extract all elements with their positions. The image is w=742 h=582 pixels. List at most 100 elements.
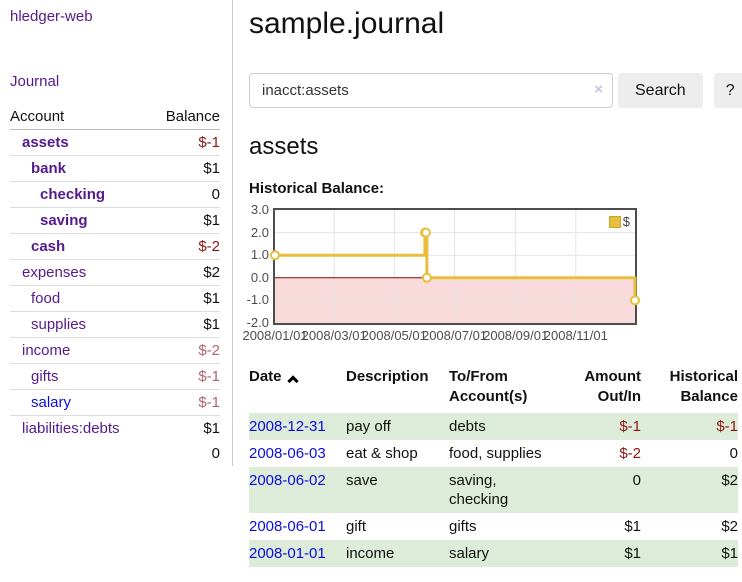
accounts-total-row: 0 bbox=[10, 441, 220, 466]
account-row-income: income $-2 bbox=[10, 337, 220, 364]
register-accounts-cell: gifts bbox=[449, 518, 477, 535]
account-row-expenses: expenses $2 bbox=[10, 259, 220, 286]
register-balance-cell: $1 bbox=[641, 540, 738, 567]
help-button[interactable]: ? bbox=[713, 73, 742, 108]
register-amount-cell: $1 bbox=[561, 540, 641, 567]
account-name-cell: bank bbox=[10, 155, 151, 182]
accounts-header-balance: Balance bbox=[150, 104, 220, 130]
sidebar-item-journal[interactable]: Journal bbox=[10, 73, 60, 90]
chart-x-axis-labels: 2008/01/01 2008/03/01 2008/05/01 2008/07/01… bbox=[242, 328, 637, 344]
register-header-amount: Amount Out/In bbox=[584, 368, 641, 405]
register-row: 2008-06-01 gift gifts $1 $2 bbox=[249, 513, 738, 540]
register-description-cell: income bbox=[346, 540, 449, 567]
transaction-date-link[interactable]: 2008-12-31 bbox=[249, 418, 326, 435]
search-button[interactable]: Search bbox=[618, 73, 703, 108]
chart-heading: Historical Balance: bbox=[249, 180, 385, 197]
account-row-checking: checking 0 bbox=[10, 181, 220, 208]
account-balance: $-1 bbox=[150, 363, 220, 390]
register-balance-cell: $2 bbox=[721, 518, 738, 535]
chart-plot-area: $ bbox=[270, 208, 640, 325]
account-link[interactable]: assets bbox=[22, 134, 69, 151]
x-tick-label: 2008/11/01 bbox=[543, 328, 608, 343]
y-tick-label: 2.0 bbox=[250, 224, 269, 240]
account-row-supplies: supplies $1 bbox=[10, 311, 220, 338]
account-balance: 0 bbox=[150, 181, 220, 208]
y-tick-label: 1.0 bbox=[250, 247, 269, 263]
brand-link[interactable]: hledger-web bbox=[10, 8, 93, 25]
account-link[interactable]: food bbox=[31, 290, 61, 307]
account-link[interactable]: gifts bbox=[31, 368, 59, 385]
account-balance: $1 bbox=[150, 311, 220, 338]
transaction-date-link[interactable]: 2008-06-01 bbox=[249, 518, 326, 535]
register-amount-cell: $-1 bbox=[561, 413, 641, 440]
y-tick-label: 3.0 bbox=[250, 202, 269, 217]
account-link[interactable]: supplies bbox=[31, 316, 87, 333]
search-form: × Search ? bbox=[249, 73, 742, 108]
register-header-tofrom: To/From Account(s) bbox=[449, 368, 528, 405]
x-tick-label: 2008/05/01 bbox=[361, 328, 427, 343]
chart-legend: $ bbox=[606, 213, 632, 230]
accounts-header-row: Account Balance bbox=[10, 104, 220, 130]
account-link[interactable]: cash bbox=[31, 238, 66, 255]
register-accounts-cell: salary bbox=[449, 540, 561, 567]
account-link[interactable]: income bbox=[22, 342, 71, 359]
sort-ascending-icon bbox=[286, 375, 299, 387]
transaction-date-link[interactable]: 2008-06-03 bbox=[249, 445, 326, 462]
register-row: 2008-12-31 pay off debts $-1 $-1 bbox=[249, 413, 738, 440]
register-description-cell: pay off bbox=[346, 413, 449, 440]
account-link[interactable]: saving bbox=[40, 212, 88, 229]
account-name-cell: cash bbox=[10, 233, 151, 260]
page-title: sample.journal bbox=[249, 7, 445, 40]
accounts-total-value: 0 bbox=[211, 445, 220, 462]
historical-balance-chart: 3.0 2.0 1.0 0.0 -1.0 -2.0 $ 2008/01/01 2008/03… bbox=[242, 202, 742, 344]
account-name-cell: supplies bbox=[10, 311, 151, 338]
register-accounts-cell: saving, checking bbox=[449, 467, 561, 513]
account-balance: $-2 bbox=[150, 337, 220, 364]
account-balance: $1 bbox=[150, 207, 220, 234]
account-link[interactable]: bank bbox=[31, 160, 67, 177]
register-date-cell: 2008-12-31 bbox=[249, 413, 346, 440]
transaction-date-link[interactable]: 2008-01-01 bbox=[249, 545, 326, 562]
clear-search-icon[interactable]: × bbox=[594, 81, 603, 98]
register-date-cell: 2008-06-02 bbox=[249, 467, 346, 513]
register-header-row: Date Description To/From Account(s) Amou… bbox=[249, 365, 738, 413]
register-date-cell: 2008-06-03 bbox=[249, 440, 346, 467]
register-amount-cell: $-2 bbox=[619, 445, 641, 462]
sidebar: hledger-web Journal Account Balance asse… bbox=[0, 0, 233, 466]
account-name-cell: saving bbox=[10, 207, 151, 234]
accounts-header-account: Account bbox=[10, 104, 151, 130]
transaction-date-link[interactable]: 2008-06-02 bbox=[249, 472, 326, 489]
search-input-wrap: × bbox=[249, 73, 613, 108]
account-balance: $1 bbox=[150, 415, 220, 441]
account-balance: $1 bbox=[150, 155, 220, 182]
x-tick-label: 2008/01/01 bbox=[242, 328, 308, 343]
app-layout: hledger-web Journal Account Balance asse… bbox=[0, 0, 742, 567]
account-title: assets bbox=[249, 133, 319, 160]
register-balance-cell: $-1 bbox=[641, 413, 738, 440]
register-description-cell: save bbox=[346, 467, 449, 513]
register-date-cell: 2008-01-01 bbox=[249, 540, 346, 567]
x-tick-label: 2008/07/01 bbox=[421, 328, 488, 343]
main-content: sample.journal × Search ? assets Histori… bbox=[233, 0, 742, 567]
register-header-date[interactable]: Date bbox=[249, 365, 346, 413]
register-header-description: Description bbox=[346, 368, 429, 385]
chart-canvas bbox=[270, 210, 640, 323]
account-row-bank: bank $1 bbox=[10, 155, 220, 182]
register-row: 2008-06-02 save saving, checking 0 $2 bbox=[249, 467, 738, 513]
account-link[interactable]: expenses bbox=[22, 264, 87, 281]
account-balance: $-1 bbox=[198, 134, 220, 151]
accounts-total-spacer bbox=[10, 441, 150, 466]
account-row-salary: salary $-1 bbox=[10, 389, 220, 416]
register-description-cell: gift bbox=[346, 518, 367, 535]
account-link[interactable]: checking bbox=[40, 186, 106, 203]
register-amount-cell: 0 bbox=[561, 467, 641, 513]
account-link[interactable]: liabilities:debts bbox=[22, 420, 120, 437]
account-name-cell: income bbox=[10, 337, 151, 364]
y-tick-label: -2.0 bbox=[246, 315, 269, 330]
x-tick-label: 2008/09/01 bbox=[483, 328, 549, 343]
account-link[interactable]: salary bbox=[31, 394, 72, 411]
register-row: 2008-01-01 income salary $1 $1 bbox=[249, 540, 738, 567]
legend-series-label: $ bbox=[622, 214, 630, 229]
x-tick-label: 2008/03/01 bbox=[301, 328, 367, 343]
search-input[interactable] bbox=[249, 73, 613, 108]
